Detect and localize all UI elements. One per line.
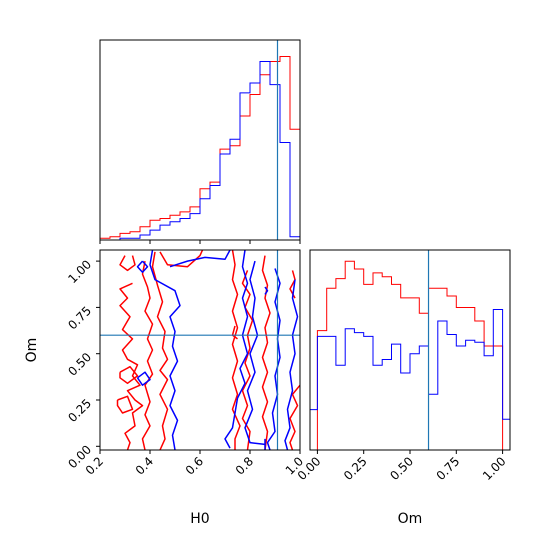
contour-series-1-line-3	[141, 260, 154, 450]
om-axis-label: Om	[24, 338, 40, 363]
contour-series-2-line-2	[169, 250, 231, 268]
contour-plot-area	[116, 250, 300, 450]
om-marginal-axis-label: Om	[398, 511, 423, 527]
contour-series-1-line-11	[261, 255, 271, 450]
contour-series-2-line-4	[136, 371, 151, 386]
h0-hist-series-2	[100, 61, 301, 241]
contour-series-2-line-5	[224, 250, 249, 449]
contour-series-1-line-4	[119, 282, 144, 450]
contour-series-2-line-1	[149, 250, 181, 450]
contour-series-1-line-8	[231, 250, 241, 450]
contour-series-1-line-6	[116, 395, 134, 414]
om-hist-series-1	[310, 260, 510, 451]
om-vs-h0-contour-panel: 0.2 0.4 0.6 0.8 1.00.000.250.500.751.00	[65, 249, 306, 478]
contour-series-1-line-5	[119, 365, 139, 385]
contour-series-2-line-3	[136, 260, 149, 273]
contour-series-1-line-12	[289, 384, 300, 450]
contour-series-2-line-6	[244, 260, 266, 446]
contour-series-1-line-10	[241, 270, 254, 450]
contour-series-1-line-1	[119, 255, 136, 272]
om-hist-series-2	[309, 309, 511, 450]
contour-series-1-line-2	[151, 251, 169, 450]
contour-series-2-line-9	[264, 286, 269, 295]
contour-series-2-line-8	[284, 279, 299, 450]
axis-labels: H0 Om Om	[24, 338, 422, 527]
h0-axis-label: H0	[190, 511, 209, 527]
contour-series-1-line-7	[159, 250, 204, 268]
h0-marginal-panel	[99, 39, 301, 244]
